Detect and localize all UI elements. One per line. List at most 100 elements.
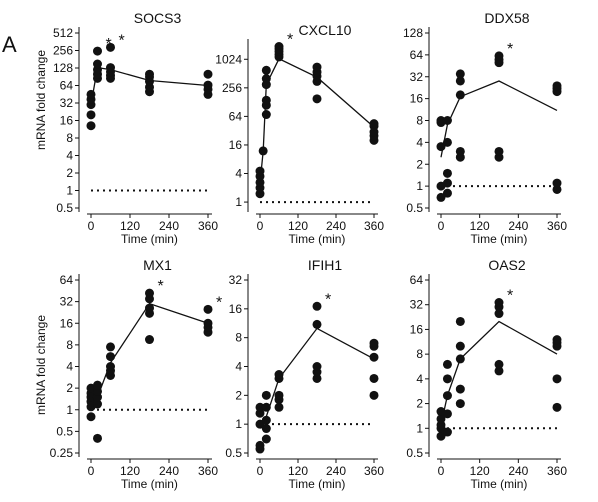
y-tick-label-ifih1: 4: [235, 360, 242, 374]
data-point-oas2: [552, 402, 562, 412]
y-tick-label-oas2: 16: [410, 322, 424, 336]
data-point-cxcl10: [261, 74, 271, 84]
y-tick-label-socs3: 4: [66, 149, 73, 163]
x-axis-label-ifih1: Time (min): [289, 477, 346, 491]
x-tick-label-ifih1: 360: [364, 464, 384, 478]
y-tick-label-ddx58: 0.5: [406, 201, 423, 215]
data-point-oas2: [455, 316, 465, 326]
data-point-ddx58: [442, 188, 452, 198]
mean-line-cxcl10: [259, 57, 375, 184]
y-tick-label-ddx58: 4: [416, 135, 423, 149]
data-point-oas2: [494, 298, 504, 308]
data-point-ifih1: [255, 440, 265, 450]
data-point-ddx58: [455, 69, 465, 79]
x-tick-label-mx1: 0: [88, 464, 95, 478]
data-point-cxcl10: [258, 146, 268, 156]
data-point-oas2: [494, 366, 504, 376]
data-point-mx1: [106, 362, 115, 371]
data-point-cxcl10: [369, 119, 379, 129]
panel-mx1: MX1 0.25 0.5 1 2 4 8 16 32 64 0 120 240 360 Time (min)…: [50, 257, 223, 491]
y-tick-label-cxcl10: 256: [222, 81, 242, 95]
y-tick-label-ddx58: 1: [416, 179, 423, 193]
y-tick-label-socs3: 1: [66, 184, 73, 198]
data-point-mx1: [106, 342, 115, 352]
data-point-ddx58: [436, 142, 446, 152]
y-tick-label-socs3: 2: [66, 166, 73, 180]
x-axis-label-oas2: Time (min): [471, 477, 528, 491]
data-point-oas2: [436, 414, 446, 424]
data-point-oas2: [552, 335, 562, 345]
x-tick-label-oas2: 120: [470, 464, 490, 478]
panel-title-cxcl10: CXCL10: [299, 22, 352, 38]
data-point-mx1: [203, 318, 213, 328]
panel-ddx58: DDX58 0.5 1 2 4 8 16 32 64 128 0 120 240 360 Time (min…: [403, 10, 567, 246]
x-tick-label-ddx58: 120: [470, 219, 490, 233]
data-point-ifih1: [261, 390, 271, 400]
data-point-socs3: [203, 80, 213, 90]
x-tick-label-socs3: 120: [120, 219, 140, 233]
y-tick-label-ifih1: 8: [235, 331, 242, 345]
panel-cxcl10: CXCL10 1 4 16 64 256 1024 0 120 240 360 Time (min) *: [215, 22, 384, 246]
panel-title-ddx58: DDX58: [484, 10, 529, 26]
data-point-ifih1: [312, 301, 322, 311]
data-point-cxcl10: [261, 65, 271, 75]
data-point-mx1: [93, 433, 102, 443]
data-point-ddx58: [455, 76, 465, 86]
x-tick-label-socs3: 360: [198, 219, 218, 233]
y-tick-label-oas2: 32: [410, 298, 424, 312]
data-point-ddx58: [552, 184, 562, 194]
x-tick-label-mx1: 240: [159, 464, 179, 478]
data-point-socs3: [106, 42, 115, 52]
x-tick-label-mx1: 360: [198, 464, 218, 478]
x-tick-label-mx1: 120: [120, 464, 140, 478]
y-tick-label-oas2: 64: [410, 273, 424, 287]
y-tick-label-ddx58: 32: [410, 70, 424, 84]
y-tick-label-socs3: 128: [53, 61, 73, 75]
data-point-oas2: [442, 374, 452, 384]
data-point-oas2: [455, 399, 465, 409]
data-point-oas2: [552, 374, 562, 384]
y-tick-label-ddx58: 16: [410, 92, 424, 106]
data-point-cxcl10: [255, 166, 265, 176]
data-point-ddx58: [442, 168, 452, 178]
data-point-cxcl10: [261, 95, 271, 105]
y-tick-label-ddx58: 64: [410, 48, 424, 62]
y-tick-label-mx1: 2: [66, 381, 73, 395]
data-point-ifih1: [274, 370, 284, 380]
data-point-mx1: [145, 288, 154, 298]
data-point-oas2: [494, 309, 504, 319]
significance-star-ifih1: *: [325, 291, 331, 308]
data-point-mx1: [93, 399, 102, 409]
x-tick-label-cxcl10: 120: [288, 219, 308, 233]
data-point-socs3: [106, 63, 115, 73]
data-point-ddx58: [494, 51, 504, 61]
data-point-ifih1: [261, 402, 271, 412]
data-point-ddx58: [552, 178, 562, 188]
data-point-ddx58: [442, 178, 452, 188]
y-tick-label-socs3: 16: [60, 114, 74, 128]
y-tick-label-cxcl10: 16: [229, 138, 243, 152]
data-point-ddx58: [494, 146, 504, 156]
data-point-ifih1: [312, 373, 322, 383]
y-tick-label-ddx58: 8: [416, 114, 423, 128]
data-point-socs3: [86, 89, 96, 99]
data-point-socs3: [145, 69, 154, 79]
data-point-socs3: [86, 110, 96, 120]
data-point-oas2: [442, 427, 452, 437]
data-point-ifih1: [369, 390, 379, 400]
y-tick-label-oas2: 2: [416, 397, 423, 411]
data-point-oas2: [455, 384, 465, 394]
panel-title-socs3: SOCS3: [134, 10, 182, 26]
x-tick-label-cxcl10: 360: [364, 219, 384, 233]
significance-star-socs3: *: [106, 36, 112, 53]
x-tick-label-socs3: 240: [159, 219, 179, 233]
data-point-ifih1: [261, 424, 271, 434]
data-point-mx1: [93, 380, 102, 390]
data-point-oas2: [455, 354, 465, 364]
y-tick-label-socs3: 64: [60, 79, 74, 93]
significance-star-mx1: *: [158, 278, 164, 295]
y-axis-label-top: mRNA fold change: [34, 50, 48, 150]
panel-title-ifih1: IFIH1: [308, 257, 342, 273]
